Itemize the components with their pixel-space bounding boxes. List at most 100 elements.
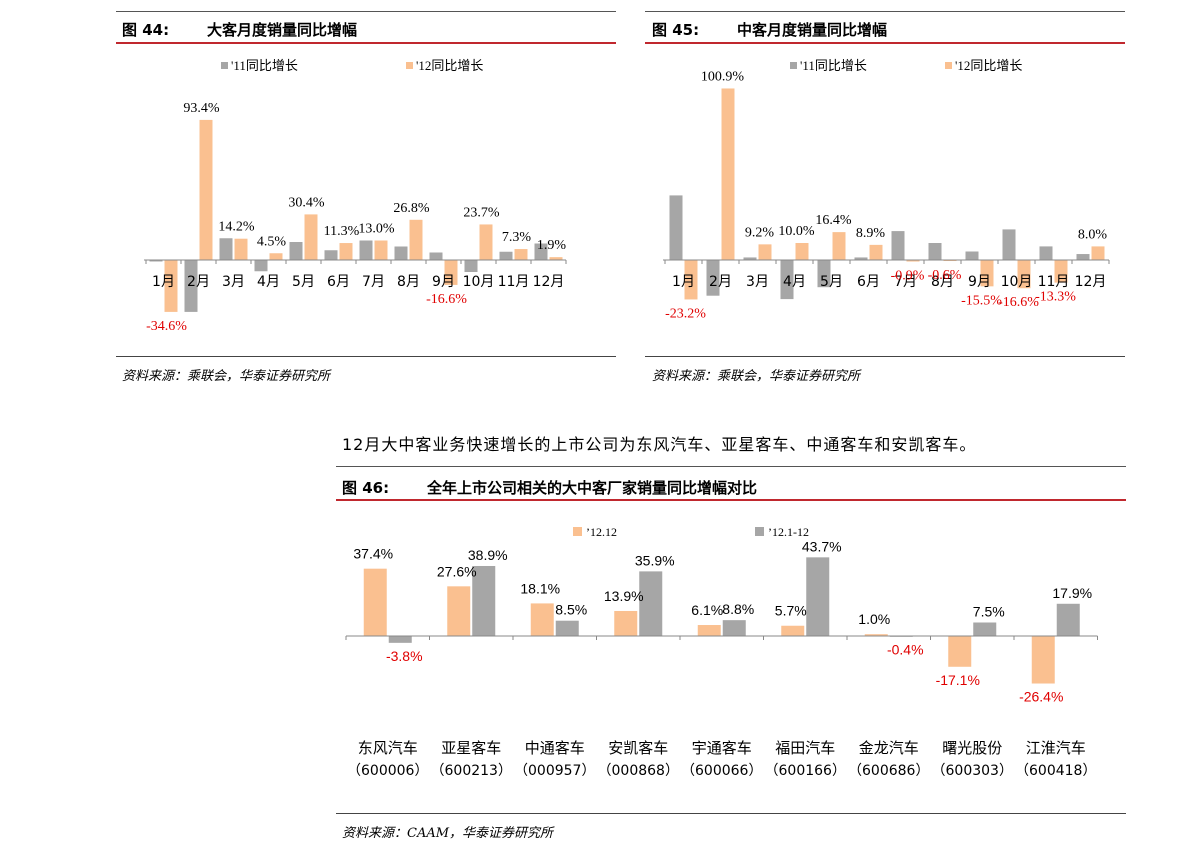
fig44-tick-label-1: 1月: [152, 274, 175, 290]
fig44-bar-2012-1: [164, 260, 178, 312]
fig45-tick-label-5: 5月: [820, 274, 843, 290]
fig44-legend-swatch-2012: [406, 62, 413, 69]
fig45-data-label-8: -0.6%: [928, 268, 962, 283]
fig44-legend-label-2012: '12同比增长: [416, 58, 483, 73]
fig46-bar-1212-9: [1031, 636, 1055, 684]
fig46-bar-1212-2: [447, 586, 471, 636]
fig46-tick-label-9: 江淮汽车: [1026, 739, 1086, 757]
fig45-bar-2012-7: [906, 260, 920, 262]
fig46-legend-swatch-1to12: [755, 527, 764, 536]
fig46-tick-code-4: （000868）: [598, 763, 679, 779]
fig46-tick-code-8: （600303）: [932, 763, 1013, 779]
fig46-data-label-1to12-9: 17.9%: [1052, 585, 1092, 601]
fig45-bar-2012-1: [684, 260, 698, 300]
fig44-data-label-6: 11.3%: [324, 224, 360, 239]
fig46-tick-code-7: （600686）: [848, 763, 929, 779]
fig44-tick-label-7: 7月: [362, 274, 385, 290]
fig45-tick-label-9: 9月: [968, 274, 991, 290]
fig44-bar-2012-10: [479, 224, 493, 260]
fig45-legend-label-2011: '11同比增长: [800, 58, 867, 73]
fig44-tick-label-9: 9月: [432, 274, 455, 290]
fig45-data-label-6: 8.9%: [856, 226, 886, 241]
fig46-bar-1to12-8: [973, 622, 997, 636]
fig44-tick-label-10: 10月: [463, 274, 495, 290]
fig45-bottom-rule: [645, 356, 1125, 357]
fig45-source: 资料来源：乘联会，华泰证券研究所: [652, 369, 861, 384]
fig46-tick-code-3: （000957）: [514, 763, 595, 779]
fig46-bar-1to12-6: [806, 557, 830, 636]
fig45-bar-2011-11: [1039, 246, 1053, 260]
fig44-bar-2012-9: [444, 260, 458, 285]
fig45-bar-2012-11: [1054, 260, 1068, 283]
fig44-bar-2011-7: [359, 240, 373, 260]
fig46-data-label-1212-5: 6.1%: [691, 602, 723, 618]
fig44-number: 图 44:: [122, 21, 170, 39]
fig44-data-label-9: -16.6%: [426, 292, 467, 307]
fig44-title-text: 大客月度销量同比增幅: [207, 21, 358, 39]
fig46-bar-1to12-2: [472, 565, 496, 636]
fig45-chart: '11同比增长 '12同比增长 1月 -23.2% 2月 100.9% 3月 9.2% 4月 10…: [663, 58, 1110, 321]
fig46-tick-code-5: （600066）: [681, 763, 762, 779]
fig44-bar-2011-12: [534, 243, 548, 260]
fig45-title-rule: [645, 42, 1125, 44]
fig45-top-rule: [645, 11, 1125, 12]
fig44-data-label-5: 30.4%: [288, 195, 325, 210]
fig45-data-label-3: 9.2%: [745, 225, 775, 240]
fig44-bar-2012-8: [409, 219, 423, 260]
fig44-title: 图 44: 大客月度销量同比增幅: [122, 19, 357, 40]
fig46-tick-label-7: 金龙汽车: [859, 739, 919, 757]
fig45-legend-label-2012: '12同比增长: [955, 58, 1022, 73]
fig44-tick-label-8: 8月: [397, 274, 420, 290]
fig45-bar-2011-4: [780, 260, 794, 300]
fig45-bar-2011-6: [854, 257, 868, 260]
fig46-source: 资料来源：CAAM，华泰证券研究所: [342, 826, 554, 841]
fig46-legend-swatch-1212: [573, 527, 582, 536]
fig44-top-rule: [116, 11, 616, 12]
fig45-data-label-12: 8.0%: [1078, 227, 1108, 242]
fig46-data-label-1212-8: -17.1%: [936, 672, 980, 688]
fig46-bar-1to12-3: [555, 620, 579, 636]
fig46-data-label-1212-2: 27.6%: [437, 563, 477, 579]
fig46-tick-label-8: 曙光股份: [942, 739, 1002, 757]
fig44-tick-label-12: 12月: [533, 274, 565, 290]
fig44-bar-2011-5: [289, 242, 303, 260]
fig44-bar-2011-6: [324, 250, 338, 260]
fig45-bar-2011-9: [965, 251, 979, 260]
fig44-tick-label-6: 6月: [327, 274, 350, 290]
fig44-data-label-10: 23.7%: [463, 205, 500, 220]
fig46-tick-label-6: 福田汽车: [775, 739, 835, 757]
fig46-number: 图 46:: [342, 479, 390, 497]
fig46-data-label-1212-9: -26.4%: [1019, 689, 1063, 705]
fig45-bar-2011-12: [1076, 254, 1090, 260]
fig44-bar-2012-11: [514, 249, 528, 260]
fig45-legend-swatch-2012: [945, 62, 952, 69]
fig46-chart: ’12.12 ’12.1-12 37.4% -3.8% 东风汽车 （600006） 27.6…: [345, 525, 1098, 779]
fig46-tick-label-3: 中通客车: [525, 739, 585, 757]
fig44-title-rule: [116, 42, 616, 44]
fig44-tick-label-2: 2月: [187, 274, 210, 290]
fig44-bar-2012-3: [234, 238, 248, 260]
fig45-bar-2012-4: [795, 243, 809, 260]
fig45-bar-2011-7: [891, 231, 905, 260]
fig44-chart: '11同比增长 '12同比增长 1月 -34.6% 2月 93.4% 3月 14.2% 4月 4.…: [144, 58, 567, 334]
fig44-bottom-rule: [116, 356, 616, 357]
fig46-tick-label-1: 东风汽车: [358, 739, 418, 757]
fig45-data-label-2: 100.9%: [701, 69, 745, 84]
fig46-bar-1to12-5: [722, 620, 746, 636]
fig45-legend-swatch-2011: [790, 62, 797, 69]
fig44-data-label-1: -34.6%: [146, 319, 187, 334]
fig44-bar-2012-4: [269, 253, 283, 260]
fig46-data-label-1to12-5: 8.8%: [722, 601, 754, 617]
fig45-data-label-11: -13.3%: [1035, 290, 1076, 305]
fig46-data-label-1212-7: 1.0%: [858, 611, 890, 627]
fig45-bar-2012-6: [869, 244, 883, 260]
fig45-data-label-4: 10.0%: [778, 224, 815, 239]
fig45-title-text: 中客月度销量同比增幅: [737, 21, 888, 39]
fig45-bar-2012-3: [758, 244, 772, 260]
fig46-data-label-1to12-2: 38.9%: [468, 547, 508, 563]
fig46-bar-1to12-1: [388, 636, 412, 643]
fig45-bar-2012-12: [1091, 246, 1105, 260]
fig46-bar-1212-7: [864, 634, 888, 636]
fig44-data-label-8: 26.8%: [393, 201, 430, 216]
fig46-tick-code-1: （600006）: [347, 763, 428, 779]
